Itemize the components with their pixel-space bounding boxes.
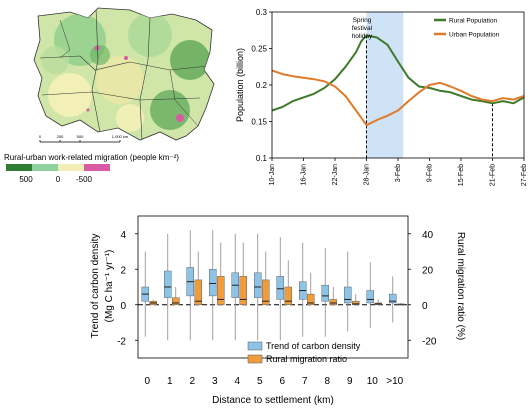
carbon-density-box: [231, 233, 239, 341]
box-chart-legend: Trend of carbon density Rural migration …: [247, 341, 361, 364]
line-chart-legend: Rural Population Urban Population: [434, 18, 500, 39]
migration-ratio-box: [352, 294, 360, 305]
box-ytick-right-label: 40: [422, 230, 434, 241]
migration-ratio-box: [172, 287, 180, 306]
legend-label-minus-500: -500: [76, 175, 93, 184]
carbon-density-box: [254, 233, 262, 341]
line-xtick-label: 10-Jan: [269, 164, 276, 186]
legend-label-carbon: Trend of carbon density: [266, 341, 361, 351]
line-chart-frame: [271, 11, 525, 159]
legend-color-dark-green: [6, 164, 32, 171]
legend-swatch-carbon: [247, 341, 263, 351]
migration-ratio-box: [217, 242, 225, 305]
migration-ratio-box: [284, 260, 292, 305]
annotation-line-3: holiday: [352, 33, 373, 40]
legend-label-rural: Rural Population: [449, 18, 497, 25]
box-xtick-label: 3: [212, 376, 218, 387]
carbon-density-box: [344, 251, 352, 332]
legend-color-pink: [84, 164, 110, 171]
line-xtick-label: 22-Jan: [332, 164, 339, 186]
carbon-density-box: [276, 237, 284, 341]
line-chart-ylabel: Population (billion): [235, 48, 245, 122]
legend-label-migration: Rural migration ratio: [266, 354, 347, 364]
scale-label-0: 0: [39, 134, 42, 139]
line-ytick-label: 0.2: [256, 81, 268, 90]
carbon-density-box: [209, 230, 217, 341]
box-ytick-right-label: 20: [422, 265, 434, 276]
carbon-density-box: [389, 276, 397, 323]
carbon-density-box: [321, 247, 329, 337]
map-scale-bar: 0 250 500 1,000 km: [39, 134, 129, 143]
box-xtick-label: 5: [257, 376, 263, 387]
migration-ratio-box: [397, 302, 405, 306]
box-ytick-left-label: 2: [120, 265, 126, 276]
box-xtick-label: 6: [279, 376, 285, 387]
legend-color-yellow: [58, 164, 84, 171]
box-xtick-label: 7: [302, 376, 308, 387]
line-xtick-label: 15-Feb: [458, 164, 465, 186]
box-chart-ylabel-right: Rural migration ratio (%): [455, 232, 466, 340]
map-color-legend: 500 0 -500: [6, 164, 110, 184]
box-xtick-label: 10: [367, 376, 379, 387]
migration-map-panel: 0 250 500 1,000 km Rural-urban work-rela…: [4, 7, 215, 184]
rural-population-line: [271, 34, 525, 112]
box-ytick-left-label: -2: [117, 336, 126, 347]
annotation-line-1: Spring: [353, 17, 372, 24]
box-chart-xlabel: Distance to settlement (km): [212, 395, 334, 406]
legend-swatch-migration: [247, 354, 263, 364]
box-xtick-label: >10: [386, 376, 403, 387]
box-ytick-right-label: 0: [422, 301, 428, 312]
box-xtick-label: 0: [144, 376, 150, 387]
migration-ratio-box: [194, 251, 202, 306]
line-xtick-label: 16-Jan: [301, 164, 308, 186]
box-chart-ylabel-left-2: (Mg C ha⁻¹ yr⁻¹): [104, 250, 115, 323]
box-ytick-left-label: 0: [120, 301, 126, 312]
line-ytick-label: 0.15: [251, 118, 267, 127]
migration-ratio-box: [262, 251, 270, 306]
migration-ratio-box: [374, 299, 382, 305]
box-xtick-label: 8: [324, 376, 330, 387]
migration-ratio-box: [329, 287, 337, 306]
scale-label-1000: 1,000 km: [112, 134, 129, 139]
line-ytick-label: 0.25: [251, 45, 267, 54]
line-xtick-label: 27-Feb: [521, 164, 528, 186]
box-ytick-right-label: -20: [422, 336, 437, 347]
box-xtick-label: 2: [189, 376, 195, 387]
line-xtick-label: 3-Feb: [395, 164, 402, 182]
line-xtick-label: 28-Jan: [364, 164, 371, 186]
legend-label-0: 0: [56, 175, 61, 184]
box-ytick-left-label: 4: [120, 230, 126, 241]
map-caption: Rural-urban work-related migration (peop…: [4, 153, 179, 162]
line-ytick-label: 0.1: [256, 154, 268, 163]
population-line-chart: 0.1 0.15 0.2 0.25 0.3 10-Jan 16-Jan 22-Jan 28-J…: [235, 8, 528, 186]
carbon-density-box: [186, 230, 194, 341]
legend-color-light-green: [32, 164, 58, 171]
scale-label-250: 250: [57, 134, 64, 139]
line-xtick-label: 21-Feb: [490, 164, 497, 186]
migration-ratio-box: [307, 272, 315, 305]
line-xtick-label: 9-Feb: [427, 164, 434, 182]
carbon-density-box: [366, 262, 374, 328]
box-xtick-label: 9: [347, 376, 353, 387]
legend-label-500: 500: [19, 175, 33, 184]
spring-festival-annotation: Spring festival holiday: [352, 17, 373, 40]
box-xtick-label: 1: [167, 376, 173, 387]
box-chart-frame: [137, 215, 409, 359]
carbon-density-box: [299, 242, 307, 337]
box-chart-ylabel-left-1: Trend of carbon density: [90, 234, 101, 339]
line-ytick-label: 0.3: [256, 8, 268, 17]
box-xtick-label: 4: [234, 376, 240, 387]
annotation-line-2: festival: [352, 25, 373, 32]
urban-population-line: [271, 69, 525, 127]
migration-ratio-box: [239, 242, 247, 305]
carbon-density-box: [141, 251, 149, 337]
migration-ratio-box: [149, 299, 157, 305]
legend-label-urban: Urban Population: [449, 32, 500, 39]
carbon-density-box: [164, 233, 172, 341]
scale-label-500: 500: [77, 134, 84, 139]
map-image: [33, 7, 215, 141]
